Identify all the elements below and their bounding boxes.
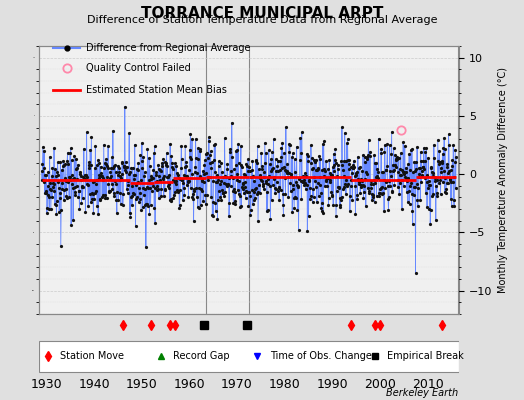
Text: Difference of Station Temperature Data from Regional Average: Difference of Station Temperature Data f… bbox=[87, 15, 437, 25]
Y-axis label: Monthly Temperature Anomaly Difference (°C): Monthly Temperature Anomaly Difference (… bbox=[498, 67, 508, 293]
Text: 1950: 1950 bbox=[126, 378, 158, 391]
Text: Berkeley Earth: Berkeley Earth bbox=[386, 388, 458, 398]
Text: 1990: 1990 bbox=[316, 378, 348, 391]
FancyBboxPatch shape bbox=[39, 340, 459, 372]
Text: TORRANCE MUNICIPAL ARPT: TORRANCE MUNICIPAL ARPT bbox=[141, 6, 383, 21]
Text: Station Move: Station Move bbox=[60, 351, 124, 361]
Text: Record Gap: Record Gap bbox=[173, 351, 230, 361]
Text: Time of Obs. Change: Time of Obs. Change bbox=[270, 351, 372, 361]
Text: Estimated Station Mean Bias: Estimated Station Mean Bias bbox=[86, 85, 227, 95]
Text: 1960: 1960 bbox=[173, 378, 205, 391]
Text: 1980: 1980 bbox=[269, 378, 300, 391]
Text: 1940: 1940 bbox=[78, 378, 110, 391]
Text: 2010: 2010 bbox=[412, 378, 443, 391]
Text: Quality Control Failed: Quality Control Failed bbox=[86, 63, 191, 73]
Text: Empirical Break: Empirical Break bbox=[387, 351, 464, 361]
Text: 1970: 1970 bbox=[221, 378, 253, 391]
Text: Difference from Regional Average: Difference from Regional Average bbox=[86, 43, 251, 53]
Text: 2000: 2000 bbox=[364, 378, 396, 391]
Text: 1930: 1930 bbox=[30, 378, 62, 391]
